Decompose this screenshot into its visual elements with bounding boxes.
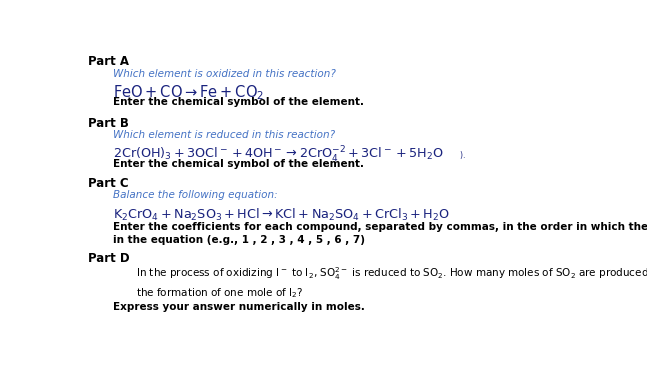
Text: Enter the chemical symbol of the element.: Enter the chemical symbol of the element…	[113, 97, 364, 107]
Text: $\mathrm{K_2CrO_4 + Na_2SO_3 + HCl{\rightarrow}KCl + Na_2SO_4 + CrCl_3 + H_2O}$: $\mathrm{K_2CrO_4 + Na_2SO_3 + HCl{\righ…	[113, 207, 450, 223]
Text: Enter the chemical symbol of the element.: Enter the chemical symbol of the element…	[113, 160, 364, 169]
Text: Which element is reduced in this reaction?: Which element is reduced in this reactio…	[113, 130, 336, 140]
Text: Part B: Part B	[89, 116, 129, 129]
Text: Balance the following equation:: Balance the following equation:	[113, 190, 278, 200]
Text: the formation of one mole of $\mathrm{I_2}$?: the formation of one mole of $\mathrm{I_…	[136, 286, 303, 300]
Text: Enter the coefficients for each compound, separated by commas, in the order in w: Enter the coefficients for each compound…	[113, 222, 647, 232]
Text: In the process of oxidizing $\mathrm{I^-}$ to $\mathrm{I_2}$, $\mathrm{SO_4^{2-}: In the process of oxidizing $\mathrm{I^-…	[136, 265, 647, 282]
Text: $\mathrm{2Cr(OH)_3 + 3OCl^- + 4OH^-{\rightarrow}2CrO_4^{-2} + 3Cl^- + 5H_2O}$: $\mathrm{2Cr(OH)_3 + 3OCl^- + 4OH^-{\rig…	[113, 145, 444, 165]
Text: in the equation (e.g., 1 , 2 , 3 , 4 , 5 , 6 , 7): in the equation (e.g., 1 , 2 , 3 , 4 , 5…	[113, 235, 366, 245]
Text: Which element is oxidized in this reaction?: Which element is oxidized in this reacti…	[113, 69, 336, 79]
Text: $\mathrm{FeO + CO{\rightarrow}Fe + CO_2}$: $\mathrm{FeO + CO{\rightarrow}Fe + CO_2}…	[113, 83, 265, 102]
Text: Part C: Part C	[89, 177, 129, 190]
Text: Part A: Part A	[89, 55, 129, 68]
Text: Part D: Part D	[89, 253, 130, 266]
Text: Express your answer numerically in moles.: Express your answer numerically in moles…	[113, 302, 366, 312]
Text: $_{\mathrm{).}}$: $_{\mathrm{).}}$	[459, 149, 466, 162]
